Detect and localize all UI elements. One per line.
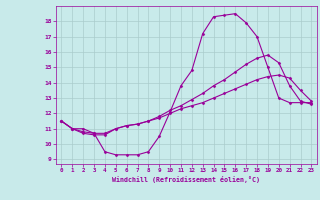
X-axis label: Windchill (Refroidissement éolien,°C): Windchill (Refroidissement éolien,°C)	[112, 176, 260, 183]
